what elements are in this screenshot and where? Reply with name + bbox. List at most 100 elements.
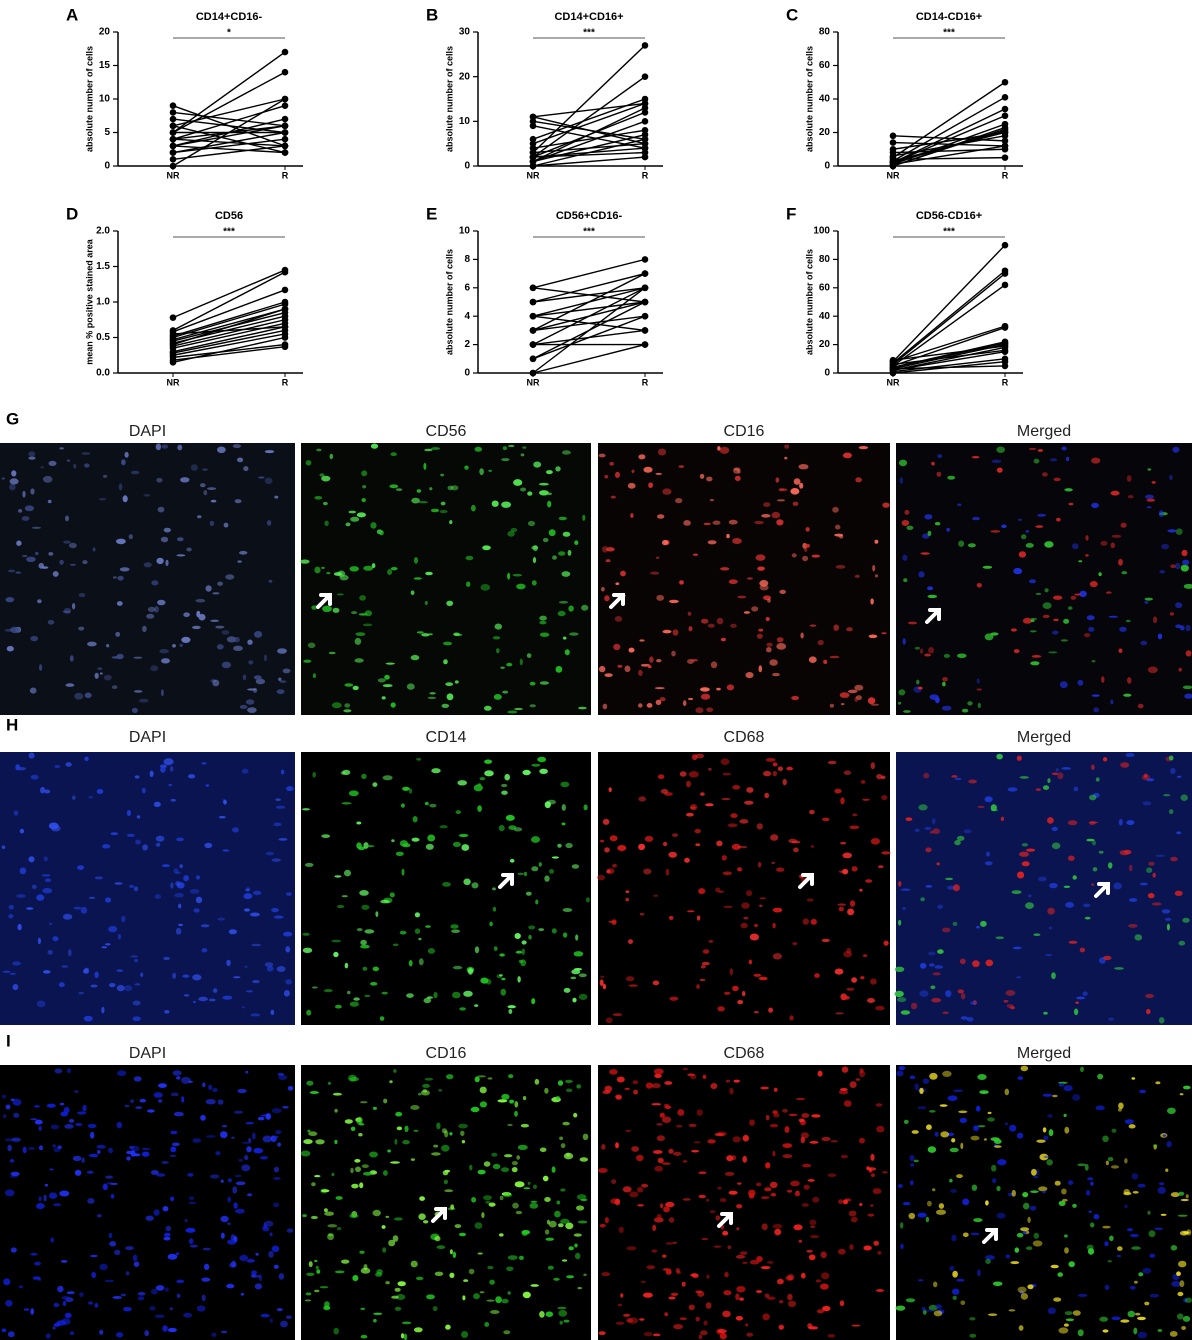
cell (1117, 1246, 1123, 1251)
cell (94, 971, 99, 978)
cell (663, 1206, 670, 1213)
cell (130, 1145, 140, 1152)
cell (545, 1237, 554, 1241)
cell (1174, 890, 1183, 896)
cell (687, 1073, 696, 1077)
cell (682, 700, 687, 707)
cell (553, 1277, 560, 1281)
cell (870, 1153, 875, 1161)
cell (508, 444, 515, 448)
cell (821, 938, 830, 943)
cell (1144, 597, 1153, 601)
cell (576, 1084, 582, 1089)
chart-title: CD56+CD16- (556, 210, 623, 222)
cell (539, 768, 548, 774)
cell (1102, 757, 1108, 762)
cell (682, 1198, 691, 1201)
point (169, 109, 177, 116)
cell (600, 839, 605, 843)
cell (314, 1175, 321, 1178)
cell (1131, 1077, 1136, 1080)
cell (852, 813, 858, 817)
cell (488, 1202, 496, 1207)
cell (361, 773, 367, 780)
cell (1116, 1255, 1122, 1257)
cell (140, 972, 144, 977)
cell (854, 696, 858, 703)
cell (668, 1296, 676, 1300)
cell (1088, 821, 1099, 824)
cell (772, 922, 776, 929)
cell (522, 446, 527, 449)
point (169, 330, 177, 338)
cell (925, 847, 932, 853)
cell (735, 1316, 744, 1321)
pair-line (892, 326, 1006, 367)
cell (483, 1161, 491, 1167)
cell (40, 466, 45, 469)
y-tick-label: 8 (464, 254, 470, 265)
cell (918, 1279, 924, 1282)
cell (492, 636, 501, 640)
cell (287, 1086, 294, 1091)
cell (731, 1155, 737, 1161)
cell (141, 1147, 151, 1150)
cell (872, 564, 876, 572)
cell (30, 1253, 38, 1256)
cell (930, 985, 936, 990)
cell (258, 1274, 262, 1282)
micrograph (0, 443, 295, 715)
cell (939, 1104, 948, 1107)
cell (427, 696, 437, 700)
cell (461, 1140, 466, 1144)
cell (544, 1197, 551, 1202)
micrograph (301, 752, 591, 1025)
cell (235, 1208, 245, 1214)
cell (578, 993, 588, 1001)
cell (531, 998, 536, 1005)
y-axis-label: absolute number of cells (444, 46, 454, 152)
point (1001, 324, 1009, 331)
cell (240, 1293, 245, 1296)
cell (565, 1152, 571, 1157)
y-tick-label: 0 (824, 368, 830, 379)
cell (875, 1103, 883, 1107)
cell (972, 960, 980, 968)
cell (934, 965, 944, 969)
cell (394, 1138, 398, 1145)
cell (897, 1184, 903, 1188)
chart-title: CD14+CD16- (196, 11, 263, 23)
cell (176, 837, 185, 842)
pair-line (532, 343, 646, 374)
cell (620, 1293, 624, 1298)
cell (720, 637, 727, 642)
cell (951, 1234, 957, 1242)
cell (656, 659, 662, 663)
x-tick-label: R (642, 377, 649, 387)
cell (1098, 850, 1104, 854)
cell (597, 1168, 608, 1173)
cell (1170, 856, 1178, 862)
cell (38, 562, 45, 569)
cell (841, 1066, 849, 1073)
cell (226, 1283, 235, 1289)
cell (507, 1005, 516, 1009)
cell (664, 1312, 669, 1317)
cell (867, 697, 876, 705)
cell (155, 1285, 165, 1291)
cell (779, 589, 786, 595)
cell (1157, 633, 1163, 640)
cell (735, 1254, 746, 1259)
point (169, 359, 177, 366)
pair-line (172, 303, 286, 339)
cell (391, 1295, 399, 1299)
cell (662, 1162, 671, 1165)
cell (1108, 615, 1119, 618)
cell (602, 703, 608, 710)
cell (1176, 831, 1182, 835)
cell (651, 1103, 662, 1106)
cell (285, 979, 292, 985)
cell (792, 942, 798, 945)
pair-line (172, 301, 286, 337)
cell (62, 610, 71, 613)
